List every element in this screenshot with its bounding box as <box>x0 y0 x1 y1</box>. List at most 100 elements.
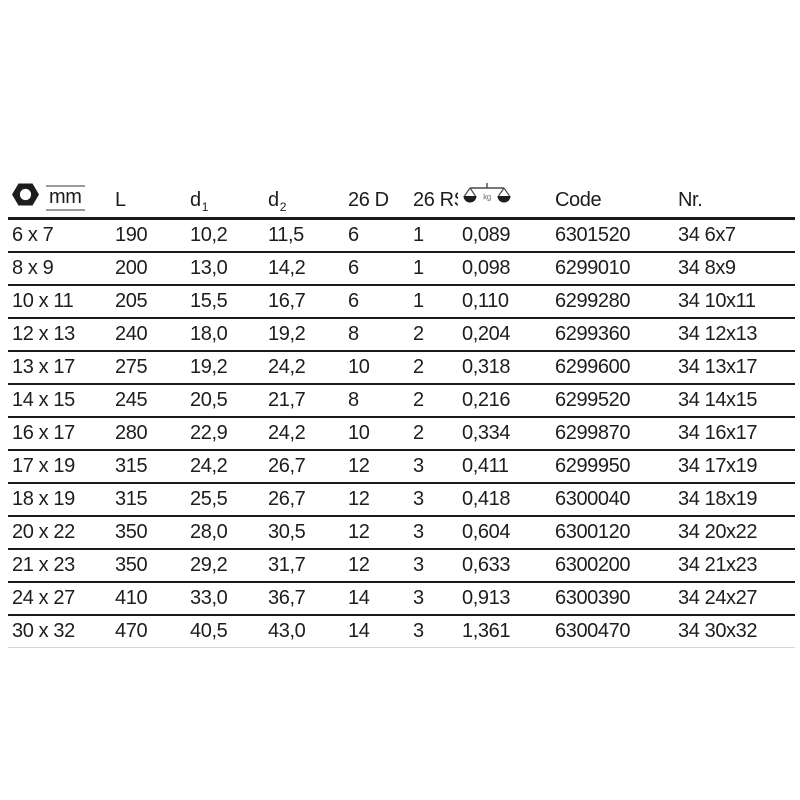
cell-26d: 6 <box>348 224 359 246</box>
cell-26rs: 3 <box>409 449 458 483</box>
cell-code: 6299870 <box>551 416 674 450</box>
cell-26rs: 3 <box>409 482 458 516</box>
cell-d1: 10,2 <box>190 224 228 246</box>
kg-unit-label: kg <box>483 193 491 202</box>
cell-26rs: 2 <box>409 383 458 417</box>
cell-length: 240 <box>111 317 186 351</box>
cell-26d: 14 <box>344 581 409 615</box>
cell-d2: 14,2 <box>264 251 344 285</box>
cell-code: 6300470 <box>551 614 674 648</box>
cell-d1: 18,0 <box>186 317 264 351</box>
cell-code: 6300040 <box>551 482 674 516</box>
cell-26d: 10 <box>344 350 409 384</box>
cell-code: 6299010 <box>551 251 674 285</box>
cell-d2: 16,7 <box>264 284 344 318</box>
cell-d1: 29,2 <box>186 548 264 582</box>
balance-scale-icon: kg <box>462 183 512 212</box>
cell-d2: 21,7 <box>264 383 344 417</box>
cell-d1: 25,5 <box>186 482 264 516</box>
table-header: mm L d1 d2 26 D 26 RS <box>8 178 795 220</box>
cell-nr: 34 18x19 <box>674 482 795 516</box>
cell-26rs: 2 <box>409 416 458 450</box>
cell-length: 280 <box>111 416 186 450</box>
cell-d2: 43,0 <box>264 614 344 648</box>
cell-d1: 28,0 <box>186 515 264 549</box>
cell-size: 16 x 17 <box>8 416 111 450</box>
cell-d2: 19,2 <box>264 317 344 351</box>
cell-weight: 0,204 <box>458 317 551 351</box>
cell-code: 6299360 <box>551 317 674 351</box>
cell-d1: 24,2 <box>186 449 264 483</box>
cell-nr: 34 12x13 <box>674 317 795 351</box>
cell-26d: 12 <box>344 515 409 549</box>
cell-length: 205 <box>111 284 186 318</box>
cell-nr: 34 16x17 <box>674 416 795 450</box>
cell-nr: 34 14x15 <box>674 383 795 417</box>
cell-size: 6 x 7 <box>12 224 54 246</box>
cell-26d: 12 <box>344 548 409 582</box>
cell-26rs: 1 <box>409 284 458 318</box>
header-weight: kg <box>458 178 551 220</box>
cell-26d: 12 <box>344 482 409 516</box>
cell-d1: 15,5 <box>186 284 264 318</box>
cell-weight: 0,089 <box>462 224 511 246</box>
cell-size: 30 x 32 <box>8 614 111 648</box>
cell-d2: 24,2 <box>264 416 344 450</box>
cell-26d: 10 <box>344 416 409 450</box>
spec-table: mm L d1 d2 26 D 26 RS <box>8 178 795 648</box>
cell-nr: 34 21x23 <box>674 548 795 582</box>
cell-code: 6299520 <box>551 383 674 417</box>
header-d1: d1 <box>186 178 264 220</box>
cell-d2: 30,5 <box>264 515 344 549</box>
cell-26rs: 1 <box>413 224 424 246</box>
cell-code: 6299950 <box>551 449 674 483</box>
cell-size: 8 x 9 <box>8 251 111 285</box>
header-size-unit: mm <box>46 184 85 211</box>
cell-26d: 14 <box>344 614 409 648</box>
cell-size: 12 x 13 <box>8 317 111 351</box>
table-body: 6 x 7 190 10,2 11,5 6 1 0,089 6301520 34… <box>8 219 795 648</box>
cell-26d: 8 <box>344 317 409 351</box>
cell-26rs: 1 <box>409 251 458 285</box>
cell-nr: 34 6x7 <box>678 224 736 246</box>
cell-d2: 11,5 <box>268 224 304 246</box>
cell-length: 410 <box>111 581 186 615</box>
cell-nr: 34 30x32 <box>674 614 795 648</box>
cell-weight: 0,604 <box>458 515 551 549</box>
cell-code: 6300200 <box>551 548 674 582</box>
cell-length: 470 <box>111 614 186 648</box>
table-row: 17 x 19 315 24,2 26,7 12 3 0,411 6299950… <box>8 449 795 483</box>
table-row: 30 x 32 470 40,5 43,0 14 3 1,361 6300470… <box>8 614 795 648</box>
cell-nr: 34 17x19 <box>674 449 795 483</box>
cell-nr: 34 20x22 <box>674 515 795 549</box>
cell-weight: 0,098 <box>458 251 551 285</box>
cell-26d: 6 <box>344 284 409 318</box>
cell-26rs: 3 <box>409 515 458 549</box>
cell-length: 350 <box>111 515 186 549</box>
cell-size: 24 x 27 <box>8 581 111 615</box>
cell-d1: 33,0 <box>186 581 264 615</box>
cell-code: 6300120 <box>551 515 674 549</box>
cell-size: 17 x 19 <box>8 449 111 483</box>
table-row: 8 x 9 200 13,0 14,2 6 1 0,098 6299010 34… <box>8 251 795 285</box>
header-size: mm <box>8 178 111 220</box>
header-row: mm L d1 d2 26 D 26 RS <box>8 178 795 220</box>
cell-26rs: 3 <box>409 581 458 615</box>
cell-length: 315 <box>111 482 186 516</box>
header-26d: 26 D <box>344 178 409 220</box>
table-row: 16 x 17 280 22,9 24,2 10 2 0,334 6299870… <box>8 416 795 450</box>
cell-size: 20 x 22 <box>8 515 111 549</box>
cell-26rs: 2 <box>409 317 458 351</box>
cell-weight: 0,633 <box>458 548 551 582</box>
cell-d1: 40,5 <box>186 614 264 648</box>
cell-code: 6299280 <box>551 284 674 318</box>
cell-weight: 1,361 <box>458 614 551 648</box>
cell-26d: 8 <box>344 383 409 417</box>
table-row: 24 x 27 410 33,0 36,7 14 3 0,913 6300390… <box>8 581 795 615</box>
cell-d1: 20,5 <box>186 383 264 417</box>
header-nr: Nr. <box>674 178 795 220</box>
cell-d2: 36,7 <box>264 581 344 615</box>
table-row: 12 x 13 240 18,0 19,2 8 2 0,204 6299360 … <box>8 317 795 351</box>
header-d2: d2 <box>264 178 344 220</box>
cell-length: 245 <box>111 383 186 417</box>
